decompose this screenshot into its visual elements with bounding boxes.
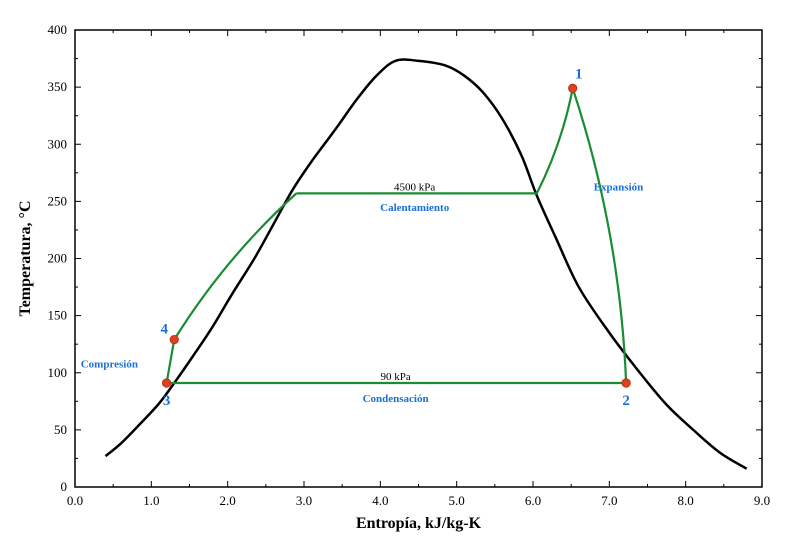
plot-frame [74, 29, 763, 488]
annotation-compresi-n: Compresión [81, 359, 138, 371]
y-tick-label: 100 [48, 365, 68, 380]
y-tick-label: 350 [48, 79, 68, 94]
state-point-2 [621, 378, 631, 388]
y-tick-label: 0 [61, 479, 68, 494]
y-tick-label: 150 [48, 308, 68, 323]
y-tick-label: 200 [48, 251, 68, 266]
state-label-1: 1 [575, 66, 583, 82]
expansion-segment [571, 87, 628, 384]
y-axis: 0 50 100 150 200 250 300 350 400 [48, 22, 762, 494]
annotation-expansi-n: Expansión [594, 182, 644, 194]
state-label-2: 2 [622, 393, 630, 409]
annotation-calentamiento: Calentamiento [380, 202, 450, 214]
annotation-4500-kpa: 4500 kPa [394, 182, 435, 194]
x-axis: 0.0 1.0 2.0 3.0 4.0 5.0 6.0 7.0 8.0 9.0 [67, 30, 770, 508]
x-tick-label: 7.0 [601, 493, 617, 508]
annotation-condensaci-n: Condensación [363, 393, 429, 405]
y-axis-label: Temperatura, °C [17, 200, 34, 316]
x-tick-label: 0.0 [67, 493, 83, 508]
annotations: 4500 kPa Calentamiento Expansión 90 kPa Cond… [81, 182, 644, 405]
x-tick-label: 5.0 [449, 493, 465, 508]
x-tick-label: 2.0 [220, 493, 236, 508]
state-label-3: 3 [163, 393, 171, 409]
plot-border [74, 29, 763, 488]
x-tick-label: 6.0 [525, 493, 541, 508]
state-point-3 [162, 378, 172, 388]
y-tick-label: 400 [48, 22, 68, 37]
state-point-1 [568, 83, 578, 93]
x-tick-label: 9.0 [754, 493, 770, 508]
y-tick-label: 250 [48, 193, 68, 208]
annotation-90-kpa: 90 kPa [380, 371, 410, 383]
x-tick-label: 3.0 [296, 493, 312, 508]
x-tick-label: 1.0 [143, 493, 159, 508]
saturation-dome [104, 58, 748, 470]
state-label-4: 4 [160, 322, 168, 338]
y-tick-label: 300 [48, 136, 68, 151]
superheat-segment [535, 88, 574, 194]
state-points: 1 2 3 4 [160, 66, 631, 409]
x-axis-label: Entropía, kJ/kg-K [356, 515, 482, 532]
state-point-4 [169, 335, 179, 345]
compression-to-boiler-segment [173, 192, 298, 341]
pump-segment [165, 339, 176, 384]
x-tick-label: 4.0 [372, 493, 388, 508]
x-tick-label: 8.0 [678, 493, 694, 508]
rankine-cycle [165, 87, 628, 385]
saturation-dome-curve [104, 58, 748, 470]
y-tick-label: 50 [54, 422, 67, 437]
